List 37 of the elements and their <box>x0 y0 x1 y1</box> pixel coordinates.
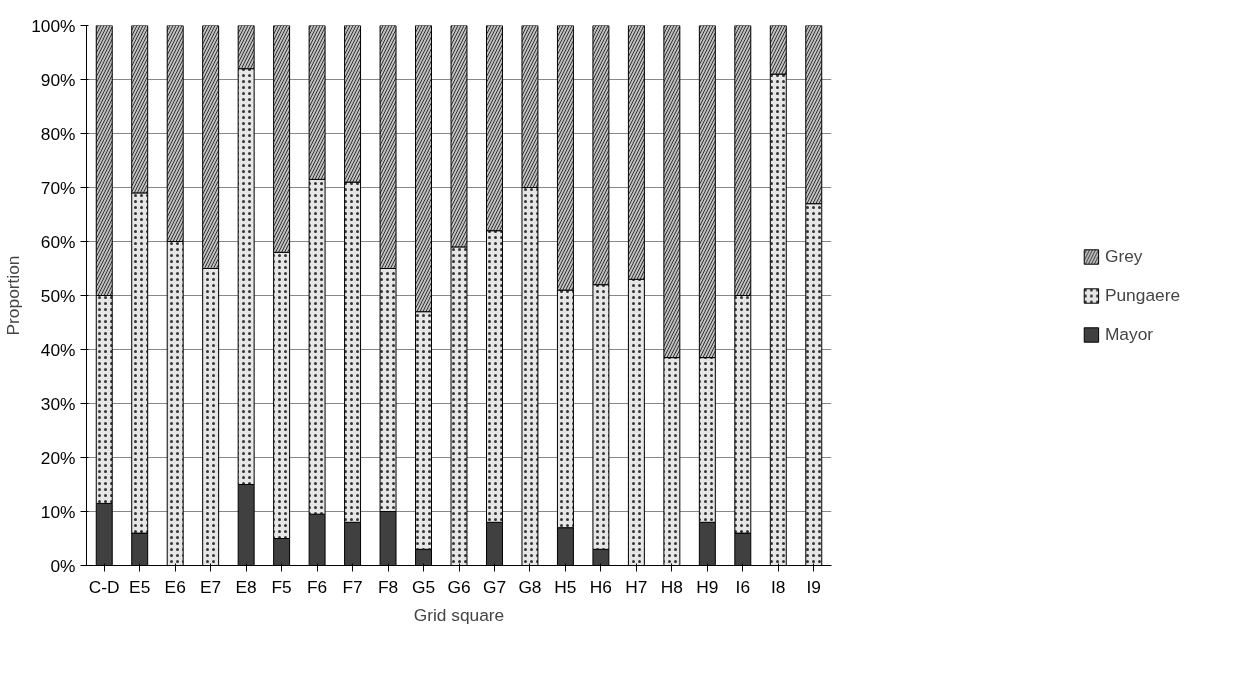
y-tick-label: 40% <box>40 339 76 360</box>
x-tick-label: G5 <box>411 576 436 597</box>
x-tick-label: E7 <box>200 576 222 597</box>
x-tick-label: F5 <box>271 576 292 597</box>
y-tick-label: 30% <box>40 393 76 414</box>
y-axis-title: Proportion <box>3 255 24 336</box>
x-tick-label: E6 <box>164 576 186 597</box>
x-tick-label: H8 <box>660 576 683 597</box>
y-tick-label: 80% <box>40 123 76 144</box>
x-tick-label: C-D <box>88 576 120 597</box>
x-tick-label: E5 <box>129 576 151 597</box>
x-tick-label: G8 <box>518 576 542 597</box>
x-tick-label: H9 <box>696 576 719 597</box>
y-tick-label: 60% <box>40 231 76 252</box>
y-tick-label: 70% <box>40 177 76 198</box>
x-tick-label: F7 <box>342 576 363 597</box>
y-tick-label: 20% <box>40 447 76 468</box>
x-axis-title: Grid square <box>413 604 505 625</box>
y-tick-label: 50% <box>40 285 76 306</box>
x-tick-label: F8 <box>377 576 399 597</box>
x-tick-label: H7 <box>625 576 648 597</box>
y-tick-label: 10% <box>40 501 76 522</box>
x-tick-label: H5 <box>554 576 577 597</box>
y-tick-label: 0% <box>50 555 76 576</box>
x-tick-label: I8 <box>771 576 786 597</box>
y-tick-label: 90% <box>40 69 76 90</box>
x-tick-label: F6 <box>306 576 328 597</box>
x-tick-label: G7 <box>482 576 507 597</box>
legend-label: Pungaere <box>1104 284 1181 306</box>
y-tick-label: 100% <box>31 15 76 36</box>
x-tick-label: I9 <box>806 576 821 597</box>
x-tick-label: H6 <box>589 576 612 597</box>
legend-label: Grey <box>1104 245 1143 267</box>
x-tick-label: E8 <box>235 576 257 597</box>
legend-label: Mayor <box>1104 323 1154 345</box>
x-tick-label: G6 <box>447 576 471 597</box>
x-tick-label: I6 <box>735 576 751 597</box>
